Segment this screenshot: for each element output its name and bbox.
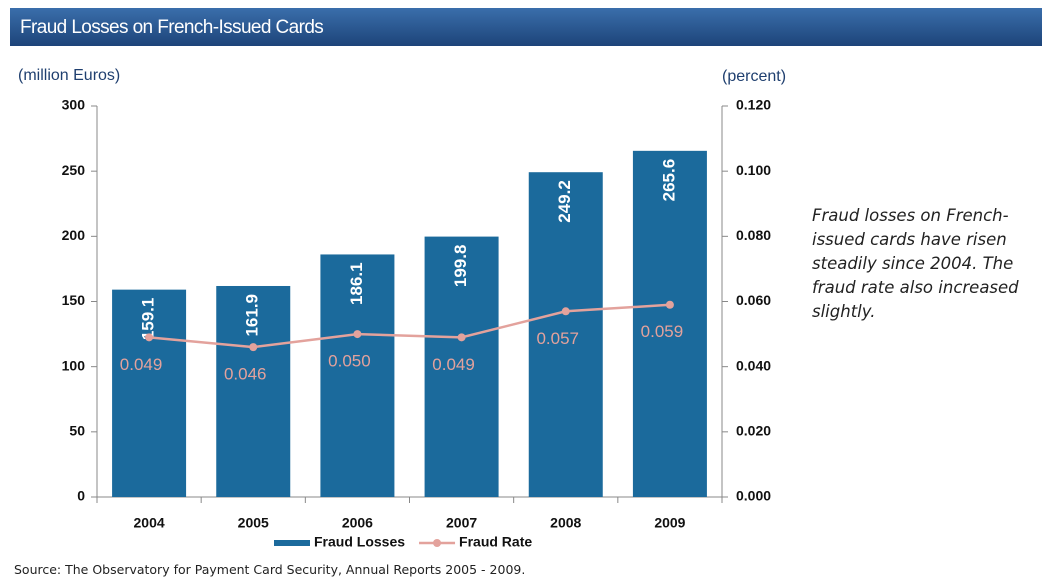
bar-value-label: 161.9 <box>243 294 262 337</box>
y-tick-label: 200 <box>62 227 86 243</box>
x-tick-label: 2006 <box>342 515 373 531</box>
y2-tick-label: 0.040 <box>736 357 771 373</box>
bar <box>112 289 187 497</box>
source: Source: The Observatory for Payment Card… <box>14 562 526 577</box>
y2-tick-label: 0.100 <box>736 162 771 178</box>
annotation: Fraud losses on French-issued cards have… <box>812 206 1019 321</box>
bar <box>216 285 291 497</box>
line-point <box>561 307 570 316</box>
y-tick-label: 100 <box>62 357 86 373</box>
legend-label: Fraud Rate <box>459 534 532 550</box>
y2-tick-label: 0.080 <box>736 227 771 243</box>
y-tick-label: 250 <box>62 162 86 178</box>
y-tick-label: 0 <box>77 488 85 504</box>
y-tick-label: 150 <box>62 292 86 308</box>
y2-tick-label: 0.000 <box>736 488 771 504</box>
y-tick-label: 300 <box>62 97 86 113</box>
line-point <box>145 333 154 342</box>
legend-swatch <box>274 540 310 546</box>
header-bar <box>10 8 1042 46</box>
bar-value-label: 249.2 <box>555 180 574 223</box>
x-tick-label: 2007 <box>446 515 477 531</box>
y-tick-label: 50 <box>69 423 85 439</box>
bar-value-label: 265.6 <box>659 159 678 202</box>
bar <box>424 236 499 497</box>
bar <box>320 254 395 497</box>
bar-value-label: 159.1 <box>139 298 158 341</box>
line-point <box>457 333 466 342</box>
y2-tick-label: 0.120 <box>736 97 771 113</box>
line-point <box>249 343 258 352</box>
line-point <box>665 300 674 309</box>
x-tick-label: 2009 <box>654 515 685 531</box>
x-tick-label: 2005 <box>238 515 269 531</box>
y-axis-label: (million Euros) <box>18 67 120 84</box>
line-value-label: 0.059 <box>641 322 684 341</box>
line-value-label: 0.057 <box>536 329 579 348</box>
y2-tick-label: 0.060 <box>736 292 771 308</box>
bar-value-label: 186.1 <box>347 262 366 305</box>
x-tick-label: 2004 <box>134 515 165 531</box>
y2-tick-label: 0.020 <box>736 423 771 439</box>
legend-swatch <box>433 539 442 547</box>
line-value-label: 0.049 <box>120 355 163 374</box>
legend-label: Fraud Losses <box>314 534 405 550</box>
line-value-label: 0.046 <box>224 365 267 384</box>
y2-axis-label: (percent) <box>722 68 786 85</box>
bar-value-label: 199.8 <box>451 245 470 288</box>
chart-title: Fraud Losses on French-Issued Cards <box>20 17 323 38</box>
line-value-label: 0.049 <box>432 355 475 374</box>
line-point <box>353 330 362 339</box>
bar <box>632 150 707 498</box>
line <box>148 303 670 349</box>
bar <box>528 172 603 497</box>
x-tick-label: 2008 <box>550 515 581 531</box>
line-value-label: 0.050 <box>328 352 371 371</box>
